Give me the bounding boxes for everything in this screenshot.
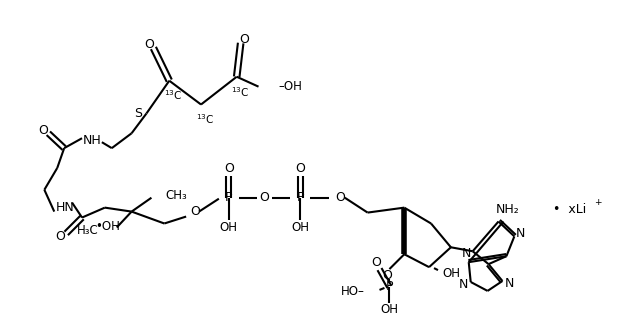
Text: OH: OH (291, 221, 309, 234)
Text: NH₂: NH₂ (495, 203, 519, 216)
Text: $^{13}$C: $^{13}$C (196, 113, 214, 126)
Text: •OH: •OH (95, 220, 120, 233)
Text: O: O (372, 256, 381, 269)
Text: H₃C: H₃C (77, 224, 99, 237)
Text: O: O (145, 37, 154, 51)
Text: OH: OH (442, 267, 460, 279)
Text: N: N (462, 247, 472, 260)
Text: O: O (335, 191, 345, 204)
Text: +: + (594, 198, 601, 207)
Text: HO–: HO– (340, 285, 365, 298)
Text: O: O (383, 269, 392, 281)
Text: $^{13}$C: $^{13}$C (232, 85, 250, 98)
Text: CH₃: CH₃ (165, 189, 187, 202)
Text: P: P (296, 191, 304, 204)
Text: O: O (260, 191, 269, 204)
Text: $^{13}$C: $^{13}$C (164, 89, 182, 102)
Text: O: O (190, 205, 200, 218)
Text: N: N (459, 278, 468, 292)
Text: OH: OH (380, 303, 399, 316)
Text: S: S (134, 107, 143, 120)
Text: P: P (386, 280, 393, 294)
Text: O: O (224, 162, 234, 175)
Text: O: O (295, 162, 305, 175)
Text: HN: HN (56, 201, 74, 214)
Text: O: O (55, 230, 65, 243)
Text: •  xLi: • xLi (553, 203, 586, 216)
Text: OH: OH (220, 221, 238, 234)
Text: –OH: –OH (278, 80, 302, 93)
Text: P: P (225, 191, 232, 204)
Text: O: O (38, 124, 48, 137)
Text: NH: NH (83, 134, 101, 147)
Text: N: N (516, 227, 525, 240)
Text: N: N (505, 277, 514, 291)
Text: O: O (240, 32, 250, 46)
